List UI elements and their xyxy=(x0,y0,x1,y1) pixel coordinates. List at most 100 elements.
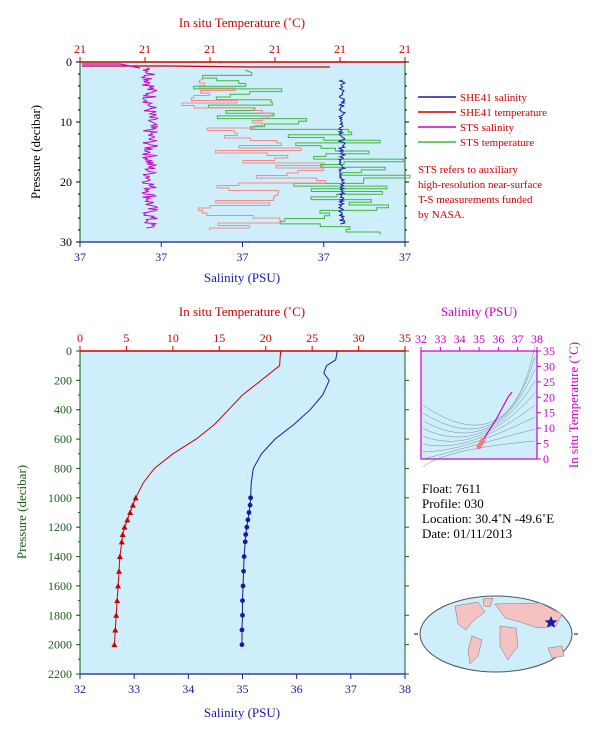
panel1-pressure-axis-title: Pressure (decibar) xyxy=(28,105,43,199)
p2-salinity-marker xyxy=(247,502,253,508)
info-location: Location: 30.4˚N -49.6˚E xyxy=(422,511,554,526)
p2-temp-tick-label: 25 xyxy=(306,331,318,345)
p1-sts-temperature-line xyxy=(193,69,411,235)
p1-sts-temperature-pink-line xyxy=(181,77,327,231)
map-land-americas-south xyxy=(467,635,483,665)
p2-temperature-marker xyxy=(119,531,126,538)
p3-density-contour xyxy=(422,404,536,447)
p2-salinity-line xyxy=(241,350,338,645)
panel3-sal-axis-title: Salinity (PSU) xyxy=(441,304,517,319)
p1-surface-temperature xyxy=(82,65,330,68)
panel3-density-contours xyxy=(422,344,536,468)
p2-pressure-tick-label: 200 xyxy=(54,373,72,387)
p2-pressure-tick-label: 2200 xyxy=(48,667,72,681)
p2-temperature-marker xyxy=(132,494,139,501)
panel1-ticks: 21 21 21 21 21 21 37 37 37 37 37 0 10 20 30 xyxy=(60,42,411,264)
info-date: Date: 01/11/2013 xyxy=(422,526,512,541)
p2-sal-tick-label: 35 xyxy=(237,682,249,696)
panel2-temp-axis-title: In situ Temperature (˚C) xyxy=(179,304,305,319)
p2-pressure-tick-label: 600 xyxy=(54,432,72,446)
p3-temp-tick-label: 10 xyxy=(543,421,555,435)
p1-pressure-tick-label: 30 xyxy=(60,235,72,249)
p2-sal-tick-label: 37 xyxy=(345,682,357,696)
p2-temp-tick-label: 35 xyxy=(399,331,411,345)
panel1-legend: SHE41 salinity SHE41 temperature STS sal… xyxy=(418,92,547,149)
p2-temperature-marker xyxy=(121,524,128,530)
float-info: Float: 7611 Profile: 030 Location: 30.4˚… xyxy=(422,481,554,541)
p1-pressure-tick-label: 0 xyxy=(66,55,72,69)
p2-pressure-tick-label: 1800 xyxy=(48,608,72,622)
panel1-plot-area xyxy=(80,62,405,242)
panel2-traces xyxy=(111,350,338,648)
legend-she41-temperature: SHE41 temperature xyxy=(460,107,547,119)
legend-she41-salinity: SHE41 salinity xyxy=(460,92,527,104)
p2-pressure-tick-label: 1000 xyxy=(48,491,72,505)
panel1-traces xyxy=(82,63,411,235)
p2-sal-tick-label: 38 xyxy=(399,682,411,696)
p1-surface-sts-salinity xyxy=(82,63,141,69)
p2-pressure-tick-label: 800 xyxy=(54,461,72,475)
map-land-greenland xyxy=(482,597,494,608)
p3-sal-tick-label: 33 xyxy=(434,332,446,346)
p1-she41-salinity-line xyxy=(337,79,347,225)
p3-density-contour xyxy=(422,428,536,460)
p3-sal-tick-label: 37 xyxy=(512,332,524,346)
p2-salinity-marker xyxy=(246,510,252,515)
legend-sts-temperature: STS temperature xyxy=(460,137,534,149)
p2-temp-tick-label: 0 xyxy=(77,331,83,345)
panel-near-surface: 21 21 21 21 21 21 37 37 37 37 37 0 10 20 30 In situ Te… xyxy=(28,15,547,285)
p2-salinity-marker xyxy=(241,554,247,559)
p2-salinity-marker xyxy=(240,583,246,589)
p1-temp-tick-label: 21 xyxy=(269,42,281,56)
p2-salinity-marker xyxy=(243,532,249,537)
panel1-sal-axis-title: Salinity (PSU) xyxy=(204,270,280,285)
p2-salinity-marker xyxy=(240,598,245,603)
p2-temp-tick-label: 10 xyxy=(167,331,179,345)
p2-salinity-marker xyxy=(239,642,245,648)
info-float: Float: 7611 xyxy=(422,481,481,496)
p2-salinity-marker xyxy=(239,627,245,633)
map-land xyxy=(454,597,565,665)
note-line-4: by NASA. xyxy=(418,209,465,221)
p1-sal-tick-label: 37 xyxy=(155,250,167,264)
panel2-ticks: 0 5 10 15 20 25 30 35 32 33 34 35 36 37 38 0 200 400 600 80… xyxy=(48,331,411,696)
map-land-americas-north xyxy=(454,601,486,631)
p2-pressure-tick-label: 400 xyxy=(54,403,72,417)
p2-sal-tick-label: 33 xyxy=(128,682,140,696)
p1-temp-tick-label: 21 xyxy=(139,42,151,56)
p2-salinity-marker xyxy=(248,495,254,501)
p2-temperature-marker xyxy=(115,582,122,589)
p3-density-contour xyxy=(422,356,536,430)
p2-temp-tick-label: 30 xyxy=(353,331,365,345)
p2-temperature-marker xyxy=(111,641,118,648)
note-line-1: STS refers to auxiliary xyxy=(418,164,518,176)
p3-sal-tick-label: 35 xyxy=(473,332,485,346)
world-map xyxy=(414,595,578,673)
p3-ts-deep-point xyxy=(480,437,486,444)
note-line-2: high-resolution near-surface xyxy=(418,179,542,191)
p3-temp-tick-label: 30 xyxy=(543,359,555,373)
panel3-temp-axis-title: In situ Temperature (˚C) xyxy=(566,342,581,468)
note-line-3: T-S measurements funded xyxy=(418,194,533,206)
p3-density-contour xyxy=(422,392,536,442)
map-float-location-star xyxy=(544,616,558,628)
p2-temperature-marker xyxy=(129,502,136,508)
p1-sal-tick-label: 37 xyxy=(318,250,330,264)
p3-density-contour xyxy=(422,380,536,438)
map-land-australia xyxy=(547,645,565,659)
p3-sal-tick-label: 32 xyxy=(415,332,427,346)
p1-sal-tick-label: 37 xyxy=(237,250,249,264)
p2-salinity-marker xyxy=(241,568,246,574)
p1-temp-tick-label: 21 xyxy=(334,42,346,56)
info-profile: Profile: 030 xyxy=(422,496,484,511)
p3-density-contour xyxy=(422,368,536,434)
p3-density-contour xyxy=(422,440,536,468)
map-land-eurasia xyxy=(494,602,563,629)
p1-sal-tick-label: 37 xyxy=(399,250,411,264)
panel2-pressure-axis-title: Pressure (decibar) xyxy=(14,465,29,559)
panel3-traces xyxy=(476,391,513,450)
p2-temperature-marker xyxy=(114,597,121,604)
p2-pressure-tick-label: 1200 xyxy=(48,520,72,534)
